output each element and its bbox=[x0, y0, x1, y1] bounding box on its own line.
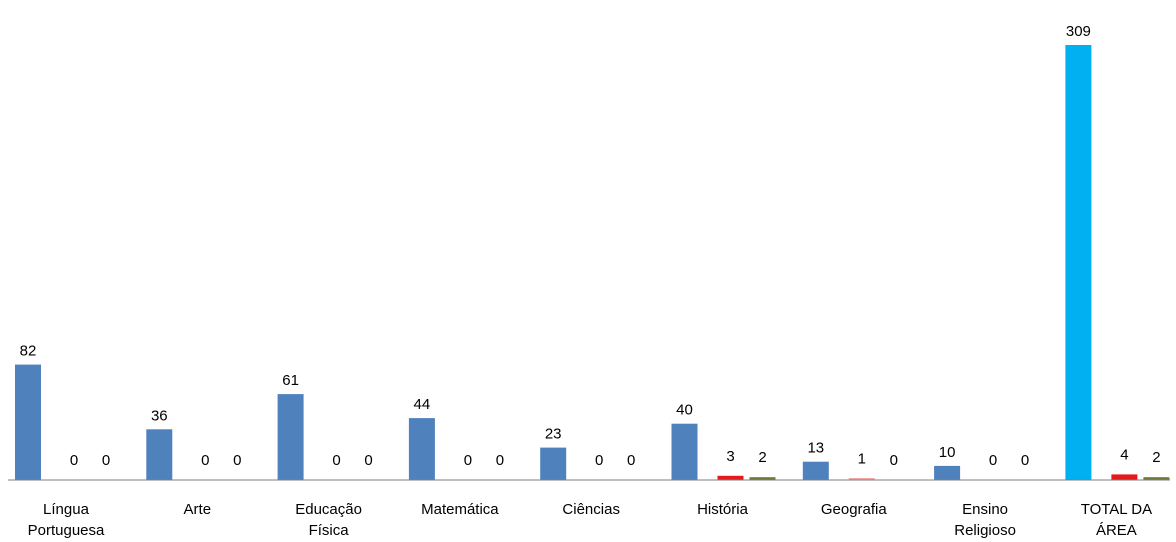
bars-layer bbox=[15, 45, 1170, 480]
value-label-s3-c8: 0 bbox=[1021, 452, 1029, 469]
category-label-line: Física bbox=[309, 522, 350, 539]
value-label-s1-c2: 36 bbox=[151, 407, 168, 424]
category-labels-layer: Língua Portuguesa Arte Educação Física Matemá… bbox=[28, 501, 1152, 539]
category-label-line: Geografia bbox=[821, 501, 888, 518]
category-label-line: Portuguesa bbox=[28, 522, 105, 539]
category-label-line: Religioso bbox=[954, 522, 1016, 539]
value-label-s1-c8: 10 bbox=[939, 444, 956, 461]
category-label-line: ÁREA bbox=[1096, 522, 1137, 539]
category-label-9: TOTAL DA ÁREA bbox=[1081, 501, 1152, 539]
value-label-s2-c8: 0 bbox=[989, 452, 997, 469]
category-label-3: Educação Física bbox=[295, 501, 362, 539]
value-label-s1-c5: 23 bbox=[545, 426, 562, 443]
value-label-s3-c1: 0 bbox=[102, 452, 110, 469]
bar-s1-c5 bbox=[540, 447, 567, 480]
category-label-line: Ensino bbox=[962, 501, 1008, 518]
category-label-5: Ciências bbox=[562, 501, 620, 518]
value-label-s2-c7: 1 bbox=[858, 451, 866, 468]
bar-s3-c9 bbox=[1143, 477, 1170, 480]
value-label-s2-c9: 4 bbox=[1120, 446, 1128, 463]
value-label-s2-c4: 0 bbox=[464, 452, 472, 469]
value-label-s2-c6: 3 bbox=[726, 448, 734, 465]
category-label-2: Arte bbox=[184, 501, 212, 518]
category-label-7: Geografia bbox=[821, 501, 888, 518]
bar-s2-c7 bbox=[848, 478, 875, 480]
bar-s1-c9 bbox=[1065, 45, 1092, 480]
value-label-s2-c5: 0 bbox=[595, 452, 603, 469]
bar-s1-c2 bbox=[146, 429, 173, 480]
bar-s1-c8 bbox=[934, 465, 961, 480]
category-label-line: Língua bbox=[43, 501, 90, 518]
category-label-line: Educação bbox=[295, 501, 362, 518]
category-label-line: TOTAL DA bbox=[1081, 501, 1152, 518]
value-label-s3-c3: 0 bbox=[364, 452, 372, 469]
value-label-s1-c1: 82 bbox=[20, 343, 37, 360]
value-label-s2-c1: 0 bbox=[70, 452, 78, 469]
value-label-s3-c4: 0 bbox=[496, 452, 504, 469]
value-label-s3-c6: 2 bbox=[758, 449, 766, 466]
value-label-s3-c7: 0 bbox=[890, 452, 898, 469]
bar-s1-c1 bbox=[15, 364, 41, 480]
value-label-s2-c2: 0 bbox=[201, 452, 209, 469]
category-label-6: História bbox=[697, 501, 749, 518]
value-label-s1-c3: 61 bbox=[282, 372, 299, 389]
value-label-s3-c9: 2 bbox=[1152, 449, 1160, 466]
bar-s1-c4 bbox=[408, 418, 435, 480]
value-label-s1-c9: 309 bbox=[1066, 23, 1091, 40]
category-label-line: Arte bbox=[184, 501, 212, 518]
value-label-s3-c2: 0 bbox=[233, 452, 241, 469]
value-label-s1-c4: 44 bbox=[414, 396, 431, 413]
bar-s3-c6 bbox=[749, 477, 776, 480]
value-label-s1-c7: 13 bbox=[807, 440, 824, 457]
value-label-s2-c3: 0 bbox=[332, 452, 340, 469]
bar-s1-c6 bbox=[671, 423, 698, 480]
category-label-1: Língua Portuguesa bbox=[28, 501, 105, 539]
bar-s2-c9 bbox=[1111, 474, 1138, 480]
value-label-s1-c6: 40 bbox=[676, 402, 693, 419]
category-label-8: Ensino Religioso bbox=[954, 501, 1016, 539]
category-label-line: Matemática bbox=[421, 501, 499, 518]
bar-s1-c7 bbox=[802, 461, 829, 480]
value-label-s3-c5: 0 bbox=[627, 452, 635, 469]
bar-s2-c6 bbox=[717, 475, 744, 480]
bar-s1-c3 bbox=[277, 394, 304, 480]
category-label-line: História bbox=[697, 501, 749, 518]
category-label-line: Ciências bbox=[562, 501, 620, 518]
category-label-4: Matemática bbox=[421, 501, 499, 518]
